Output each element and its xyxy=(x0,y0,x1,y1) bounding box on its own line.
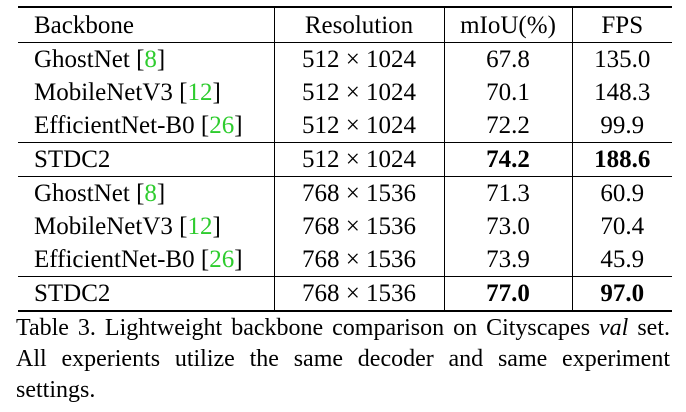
cell-miou: 77.0 xyxy=(443,276,572,311)
cell-fps: 99.9 xyxy=(571,109,672,143)
caption-prefix: Table 3. Lightweight backbone comparison… xyxy=(16,315,600,341)
cell-backbone: STDC2 xyxy=(18,277,274,312)
cell-resolution: 768 × 1536 xyxy=(273,276,444,311)
cell-miou: 73.9 xyxy=(443,243,572,277)
cell-backbone: EfficientNet-B0 [26] xyxy=(18,243,274,277)
cell-fps: 148.3 xyxy=(571,76,672,109)
citation-ref[interactable]: [12] xyxy=(179,79,221,106)
citation-ref[interactable]: [12] xyxy=(179,213,221,240)
citation-number[interactable]: 8 xyxy=(144,46,157,73)
table-header-row: Backbone Resolution mIoU(%) FPS xyxy=(18,7,672,43)
cell-resolution: 512 × 1024 xyxy=(273,42,444,76)
citation-number[interactable]: 12 xyxy=(187,213,213,240)
cell-resolution: 512 × 1024 xyxy=(273,76,444,109)
cell-miou: 72.2 xyxy=(443,109,572,143)
table-row: STDC2 768 × 1536 77.0 97.0 xyxy=(18,276,672,312)
cell-miou: 67.8 xyxy=(443,42,572,76)
cell-backbone: GhostNet [8] xyxy=(18,176,274,210)
cell-fps: 60.9 xyxy=(571,176,672,210)
table-row: MobileNetV3 [12] 768 × 1536 73.0 70.4 xyxy=(18,210,672,243)
table-row: EfficientNet-B0 [26] 512 × 1024 72.2 99.9 xyxy=(18,109,672,143)
cell-fps: 97.0 xyxy=(571,276,672,311)
table-row: STDC2 512 × 1024 74.2 188.6 xyxy=(18,142,672,177)
cell-backbone: STDC2 xyxy=(18,142,274,177)
cell-backbone: GhostNet [8] xyxy=(18,43,274,77)
caption-italic: val xyxy=(599,315,629,341)
cell-resolution: 768 × 1536 xyxy=(273,176,444,210)
table-row: GhostNet [8] 512 × 1024 67.8 135.0 xyxy=(18,42,672,77)
citation-ref[interactable]: [26] xyxy=(200,112,243,139)
cell-backbone: MobileNetV3 [12] xyxy=(18,210,274,243)
backbone-name: EfficientNet-B0 xyxy=(34,246,195,273)
header-backbone: Backbone xyxy=(18,7,274,43)
results-table: Backbone Resolution mIoU(%) FPS GhostNet… xyxy=(18,6,672,312)
citation-number[interactable]: 12 xyxy=(187,79,213,106)
citation-number[interactable]: 26 xyxy=(209,112,235,139)
cell-fps: 45.9 xyxy=(571,243,672,277)
cell-fps: 135.0 xyxy=(571,42,672,76)
cell-miou: 70.1 xyxy=(443,76,572,109)
header-miou: mIoU(%) xyxy=(443,7,572,43)
citation-ref[interactable]: [26] xyxy=(200,246,243,273)
header-resolution: Resolution xyxy=(273,7,444,43)
cell-fps: 70.4 xyxy=(571,210,672,243)
table-row: EfficientNet-B0 [26] 768 × 1536 73.9 45.9 xyxy=(18,243,672,277)
results-table-container: Backbone Resolution mIoU(%) FPS GhostNet… xyxy=(18,6,672,312)
backbone-name: GhostNet xyxy=(34,46,130,73)
header-fps: FPS xyxy=(571,7,672,43)
cell-backbone: EfficientNet-B0 [26] xyxy=(18,109,274,143)
backbone-name: GhostNet xyxy=(34,180,130,207)
citation-ref[interactable]: [8] xyxy=(136,180,166,207)
caption-suffix: set. All experients utilize the same dec… xyxy=(16,315,670,403)
cell-resolution: 512 × 1024 xyxy=(273,109,444,143)
cell-resolution: 768 × 1536 xyxy=(273,243,444,277)
table-row: GhostNet [8] 768 × 1536 71.3 60.9 xyxy=(18,176,672,210)
backbone-name: STDC2 xyxy=(34,280,111,307)
table-row: MobileNetV3 [12] 512 × 1024 70.1 148.3 xyxy=(18,76,672,109)
cell-fps: 188.6 xyxy=(571,142,672,177)
backbone-name: MobileNetV3 xyxy=(34,79,173,106)
citation-number[interactable]: 8 xyxy=(144,180,157,207)
cell-miou: 74.2 xyxy=(443,142,572,177)
cell-resolution: 768 × 1536 xyxy=(273,210,444,243)
citation-number[interactable]: 26 xyxy=(209,246,235,273)
cell-miou: 73.0 xyxy=(443,210,572,243)
backbone-name: STDC2 xyxy=(34,146,111,173)
backbone-name: MobileNetV3 xyxy=(34,213,173,240)
backbone-name: EfficientNet-B0 xyxy=(34,112,195,139)
cell-backbone: MobileNetV3 [12] xyxy=(18,76,274,109)
citation-ref[interactable]: [8] xyxy=(136,46,166,73)
cell-resolution: 512 × 1024 xyxy=(273,142,444,177)
cell-miou: 71.3 xyxy=(443,176,572,210)
table-caption: Table 3. Lightweight backbone comparison… xyxy=(16,313,670,406)
